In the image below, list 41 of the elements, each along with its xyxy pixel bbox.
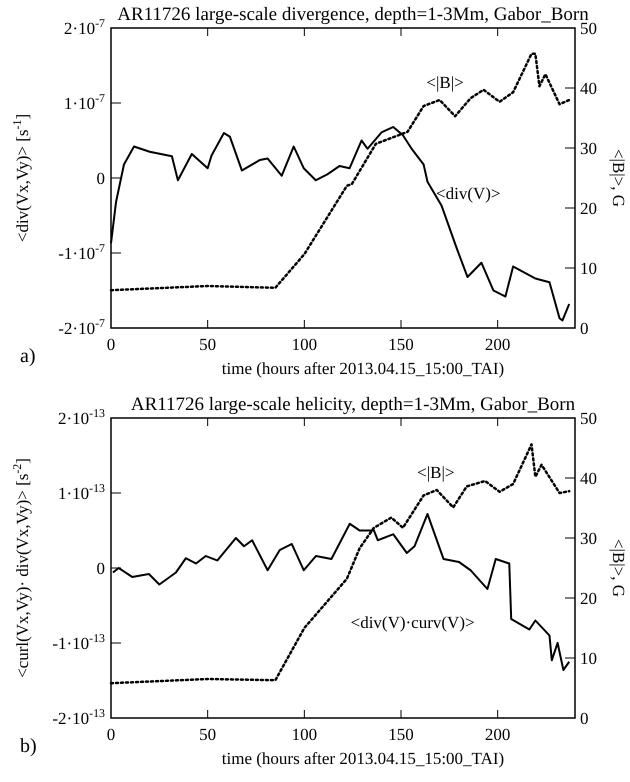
chart-title: AR11726 large-scale helicity, depth=1-3Mm, Gabor_Born — [130, 394, 576, 415]
text: b) — [20, 735, 37, 757]
text: a) — [20, 345, 36, 367]
y2-tick-label: 0 — [580, 709, 588, 728]
y-tick-label: 2·10$^{-7}$ — [64, 16, 106, 38]
y-tick-label: -2·10$^{-7}$ — [58, 316, 106, 338]
x-tick-label: 200 — [484, 725, 510, 744]
x-tick-label: 50 — [199, 335, 216, 354]
y2-tick-label: 50 — [580, 19, 597, 38]
x-tick-label: 100 — [292, 335, 318, 354]
y-tick-label: -1·10$^{-7}$ — [58, 241, 106, 263]
series-label: <div(V)> — [436, 184, 501, 203]
y2-tick-label: 10 — [580, 259, 597, 278]
y2-tick-label: 20 — [580, 589, 597, 608]
y2-tick-label: 0 — [580, 319, 588, 338]
y-tick-label: 1·10$^{-7}$ — [64, 91, 106, 113]
y2-tick-label: 30 — [580, 139, 597, 158]
y2-axis-title: <|B|>, G — [609, 538, 628, 598]
x-tick-label: 200 — [484, 335, 510, 354]
y2-axis-title: <|B|>, G — [609, 148, 628, 208]
y2-tick-label: 40 — [580, 79, 597, 98]
x-axis-title: time (hours after 2013.04.15_15:00_TAI) — [222, 359, 504, 378]
series-label: <div(V)·curv(V)> — [350, 613, 475, 632]
x-tick-label: 50 — [199, 725, 216, 744]
y2-tick-label: 40 — [580, 469, 597, 488]
y-tick-label: 0 — [96, 169, 105, 188]
x-tick-label: 100 — [292, 725, 318, 744]
series-label: <|B|> — [426, 73, 464, 92]
y-tick-label: 1·10$^{-13}$ — [58, 481, 106, 503]
y2-tick-label: 10 — [580, 649, 597, 668]
y-tick-label: 0 — [96, 559, 105, 578]
y-tick-label: -1·10$^{-13}$ — [52, 631, 106, 653]
series-label: <|B|> — [417, 463, 454, 482]
y2-tick-label: 30 — [580, 529, 597, 548]
x-tick-label: 150 — [388, 725, 414, 744]
y2-tick-label: 20 — [580, 199, 597, 218]
y-tick-label: 2·10$^{-13}$ — [58, 406, 106, 428]
y2-tick-label: 50 — [580, 409, 597, 428]
x-tick-label: 150 — [388, 335, 414, 354]
y-tick-label: -2·10$^{-13}$ — [52, 706, 106, 728]
x-axis-title: time (hours after 2013.04.15_15:00_TAI) — [222, 749, 504, 768]
